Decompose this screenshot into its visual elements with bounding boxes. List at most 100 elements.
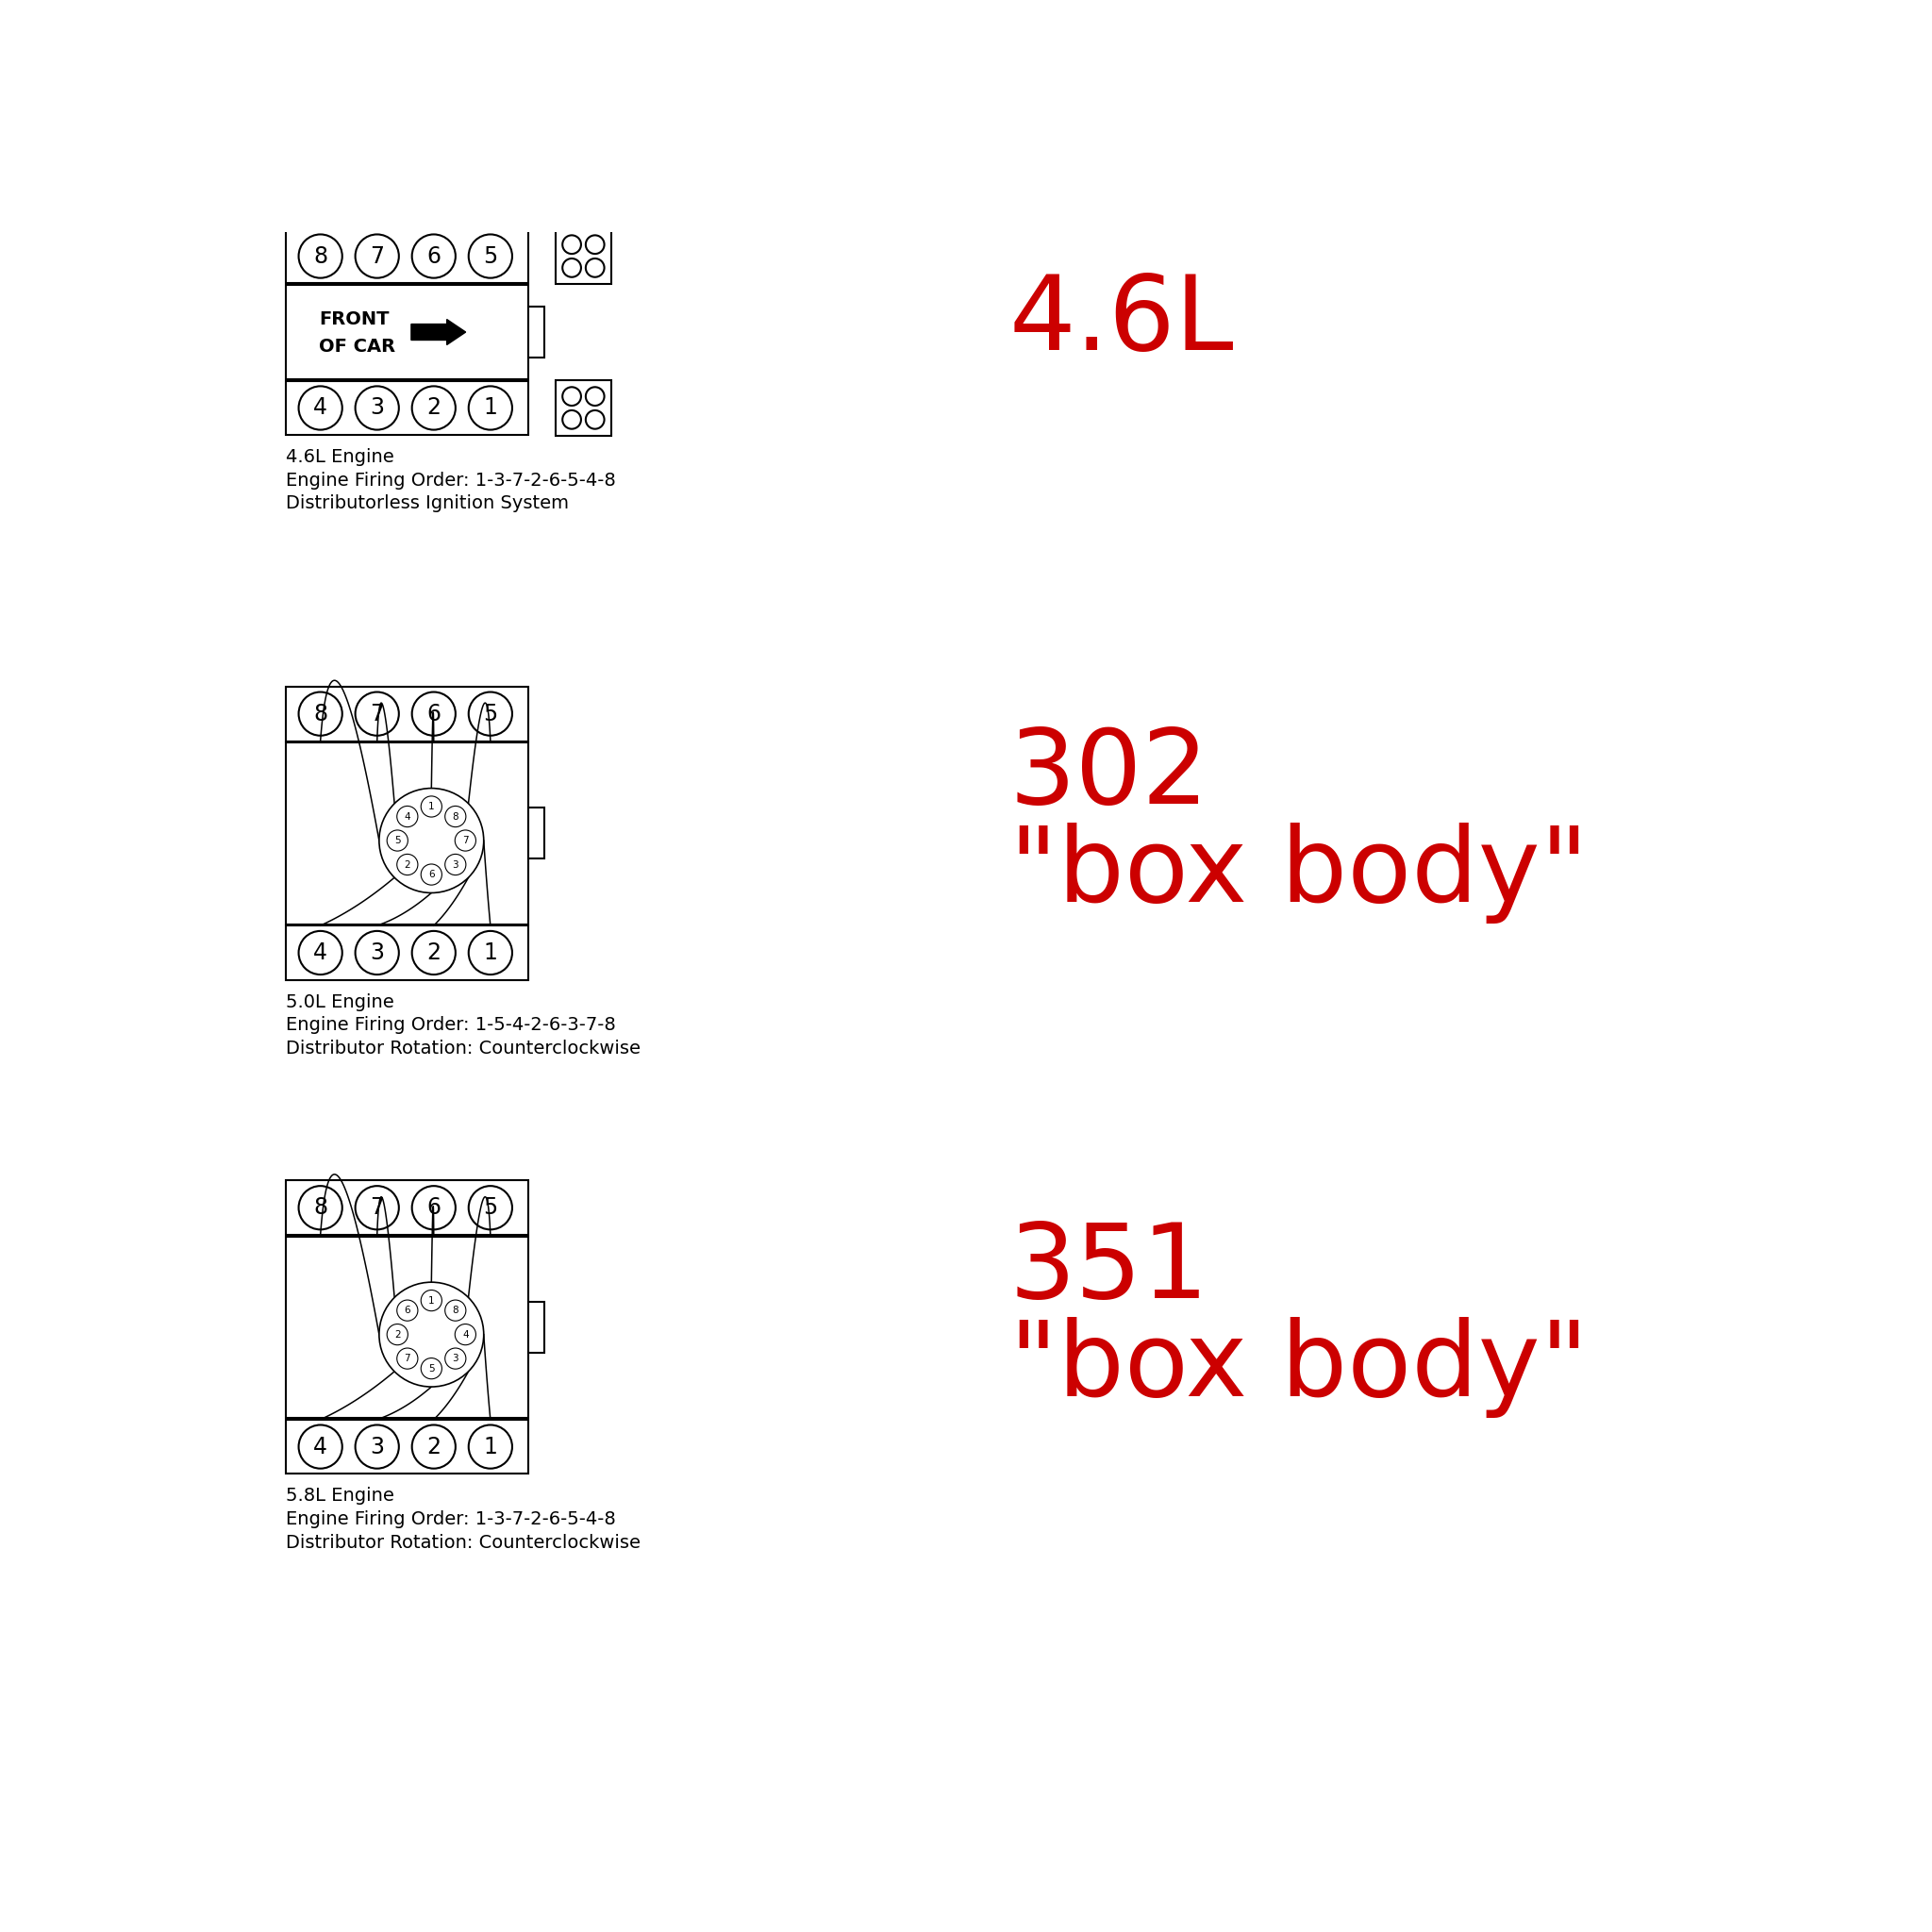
Text: 5: 5 [483, 1196, 498, 1219]
Text: 7: 7 [371, 245, 384, 267]
Circle shape [562, 259, 582, 276]
Text: 3: 3 [371, 396, 384, 419]
Text: 4: 4 [313, 1435, 328, 1459]
Text: 2: 2 [394, 1329, 400, 1339]
Text: 6: 6 [427, 1196, 440, 1219]
Text: "box body": "box body" [1009, 823, 1588, 923]
Circle shape [299, 931, 342, 974]
Text: Engine Firing Order: 1-5-4-2-6-3-7-8: Engine Firing Order: 1-5-4-2-6-3-7-8 [286, 1016, 616, 1034]
Text: 6: 6 [429, 869, 435, 879]
Text: Distributorless Ignition System: Distributorless Ignition System [286, 495, 570, 512]
Circle shape [421, 1358, 442, 1379]
Text: 302: 302 [1009, 724, 1209, 825]
Text: 3: 3 [452, 860, 458, 869]
Circle shape [379, 788, 483, 893]
FancyArrow shape [412, 319, 466, 344]
Text: 1: 1 [429, 802, 435, 811]
Text: 6: 6 [427, 245, 440, 267]
Text: 351: 351 [1009, 1219, 1209, 1320]
Bar [556, 381, 611, 435]
Bar [286, 925, 527, 980]
Circle shape [379, 1283, 483, 1387]
Circle shape [299, 1186, 342, 1229]
Circle shape [412, 931, 456, 974]
Circle shape [412, 1186, 456, 1229]
Text: Engine Firing Order: 1-3-7-2-6-5-4-8: Engine Firing Order: 1-3-7-2-6-5-4-8 [286, 471, 616, 489]
Circle shape [585, 236, 605, 253]
Circle shape [355, 234, 398, 278]
Text: 8: 8 [313, 1196, 328, 1219]
Circle shape [454, 1323, 475, 1345]
Circle shape [421, 864, 442, 885]
Circle shape [444, 1349, 466, 1370]
Circle shape [421, 796, 442, 817]
Bar [556, 228, 611, 284]
Bar [286, 742, 527, 923]
Circle shape [412, 234, 456, 278]
Text: 3: 3 [371, 941, 384, 964]
Circle shape [355, 692, 398, 736]
Text: 5.0L Engine: 5.0L Engine [286, 993, 394, 1010]
Circle shape [355, 1186, 398, 1229]
Text: Engine Firing Order: 1-3-7-2-6-5-4-8: Engine Firing Order: 1-3-7-2-6-5-4-8 [286, 1511, 616, 1528]
Circle shape [469, 931, 512, 974]
Bar [527, 808, 545, 858]
Circle shape [469, 386, 512, 429]
Text: 8: 8 [452, 1306, 458, 1316]
Circle shape [299, 692, 342, 736]
Circle shape [396, 854, 417, 875]
Circle shape [396, 806, 417, 827]
Text: 1: 1 [429, 1296, 435, 1306]
Text: 7: 7 [371, 1196, 384, 1219]
Text: OF CAR: OF CAR [319, 338, 396, 355]
Circle shape [299, 234, 342, 278]
Circle shape [412, 1426, 456, 1468]
Text: "box body": "box body" [1009, 1318, 1588, 1418]
Bar [286, 228, 527, 284]
Text: Distributor Rotation: Counterclockwise: Distributor Rotation: Counterclockwise [286, 1534, 641, 1551]
Text: 5: 5 [429, 1364, 435, 1374]
Text: 5: 5 [483, 245, 498, 267]
Text: 5: 5 [394, 837, 400, 846]
Text: 4.6L Engine: 4.6L Engine [286, 448, 394, 466]
Circle shape [386, 1323, 408, 1345]
Circle shape [355, 386, 398, 429]
Text: FRONT: FRONT [319, 309, 388, 328]
Text: 8: 8 [313, 245, 328, 267]
Circle shape [396, 1300, 417, 1321]
Bar [286, 381, 527, 435]
Circle shape [396, 1349, 417, 1370]
Text: 3: 3 [452, 1354, 458, 1364]
Text: 4: 4 [313, 941, 328, 964]
Text: Distributor Rotation: Counterclockwise: Distributor Rotation: Counterclockwise [286, 1039, 641, 1057]
Text: 1: 1 [483, 396, 497, 419]
Bar [527, 1302, 545, 1352]
Text: 8: 8 [452, 811, 458, 821]
Circle shape [355, 931, 398, 974]
Circle shape [585, 386, 605, 406]
Circle shape [444, 854, 466, 875]
Text: 6: 6 [404, 1306, 410, 1316]
Text: 7: 7 [404, 1354, 410, 1364]
Circle shape [585, 410, 605, 429]
Circle shape [469, 1186, 512, 1229]
Bar [286, 1236, 527, 1418]
Text: 5.8L Engine: 5.8L Engine [286, 1488, 394, 1505]
Text: 2: 2 [427, 396, 440, 419]
Text: 4: 4 [404, 811, 410, 821]
Text: 2: 2 [427, 1435, 440, 1459]
Circle shape [562, 386, 582, 406]
Circle shape [421, 1291, 442, 1312]
Text: 5: 5 [483, 703, 498, 724]
Bar [286, 686, 527, 742]
Bar [286, 284, 527, 379]
Bar [527, 307, 545, 357]
Circle shape [469, 1426, 512, 1468]
Text: 6: 6 [427, 703, 440, 724]
Text: 1: 1 [483, 941, 497, 964]
Circle shape [412, 692, 456, 736]
Text: 7: 7 [371, 703, 384, 724]
Text: 2: 2 [404, 860, 410, 869]
Text: 3: 3 [371, 1435, 384, 1459]
Circle shape [444, 1300, 466, 1321]
